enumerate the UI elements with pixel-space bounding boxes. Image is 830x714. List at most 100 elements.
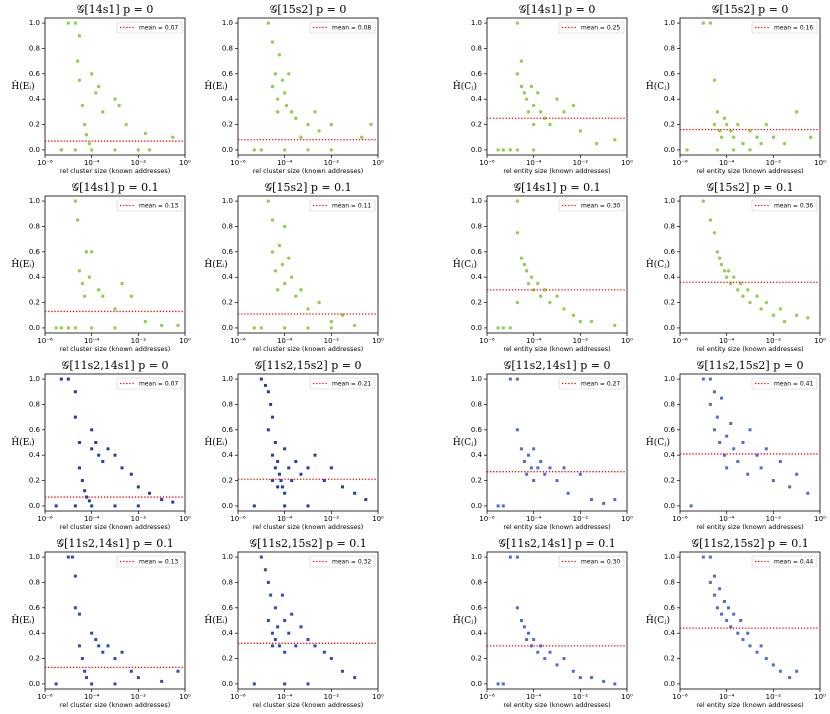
plot-frame bbox=[237, 195, 379, 334]
point bbox=[147, 491, 151, 495]
y-tick-label: 0.2 bbox=[222, 477, 233, 485]
y-axis-label: Ĥ(Cⱼ) bbox=[646, 436, 670, 448]
y-tick-label: 0.0 bbox=[29, 502, 40, 510]
point bbox=[543, 657, 547, 661]
point bbox=[532, 479, 536, 483]
point bbox=[525, 472, 529, 476]
x-tick-label: 10⁻⁴ bbox=[84, 337, 100, 345]
subplot-title: 𝒢[11s2,15s2] p = 0 bbox=[255, 359, 362, 372]
point bbox=[764, 447, 768, 451]
subplot: 𝒢[14s1] p = 0.1 Ĥ(Eᵢ) rel cluster size (kn… bbox=[11, 181, 191, 353]
x-axis-label: rel entity size (known addresses) bbox=[503, 345, 610, 353]
x-tick-label: 10⁻⁴ bbox=[277, 337, 293, 345]
legend-label: mean = 0.08 bbox=[332, 25, 371, 32]
legend-label: mean = 0.25 bbox=[581, 25, 620, 32]
x-tick-label: 10⁰ bbox=[621, 515, 633, 523]
point bbox=[83, 669, 87, 673]
y-tick-label: 0.0 bbox=[222, 502, 233, 510]
y-tick-label: 0.2 bbox=[29, 299, 40, 307]
point bbox=[266, 199, 271, 203]
subplot: 𝒢[15s2] p = 0 Ĥ(Cⱼ) rel entity size (known… bbox=[646, 3, 826, 175]
y-tick-label: 0.0 bbox=[29, 680, 40, 688]
point bbox=[782, 141, 787, 146]
y-tick-label: 0.0 bbox=[222, 324, 233, 332]
point bbox=[508, 148, 513, 152]
legend-box bbox=[751, 555, 818, 568]
x-tick-label: 10⁻⁶ bbox=[230, 693, 246, 701]
point bbox=[87, 275, 92, 279]
x-tick-label: 10⁰ bbox=[179, 159, 191, 167]
point bbox=[317, 300, 321, 305]
x-tick-label: 10⁻⁴ bbox=[719, 515, 735, 523]
point bbox=[712, 122, 717, 127]
point bbox=[273, 606, 277, 610]
point bbox=[340, 313, 345, 317]
point bbox=[94, 441, 98, 444]
point bbox=[719, 262, 724, 267]
point bbox=[755, 135, 759, 139]
point bbox=[538, 110, 543, 114]
subplot: 𝒢[11s2,15s2] p = 0 Ĥ(Cⱼ) rel entity size (… bbox=[646, 359, 826, 531]
subplot-title: 𝒢[11s2,15s2] p = 0 bbox=[697, 359, 804, 372]
point bbox=[548, 466, 552, 470]
point bbox=[712, 428, 716, 432]
point bbox=[277, 243, 282, 248]
point bbox=[84, 133, 89, 137]
point bbox=[724, 122, 729, 127]
subplot: 𝒢[14s1] p = 0 Ĥ(Cⱼ) rel entity size (known… bbox=[453, 3, 633, 175]
y-tick-label: 0.2 bbox=[222, 299, 233, 307]
point bbox=[746, 472, 750, 476]
point bbox=[526, 281, 531, 286]
x-axis-label: rel cluster size (known addresses) bbox=[253, 523, 364, 531]
point bbox=[741, 294, 745, 298]
point bbox=[266, 428, 270, 432]
y-tick-label: 0.4 bbox=[222, 273, 234, 281]
point bbox=[299, 472, 303, 476]
point bbox=[364, 498, 368, 502]
point bbox=[259, 326, 264, 330]
point bbox=[708, 402, 712, 406]
point bbox=[726, 269, 731, 273]
point bbox=[778, 460, 782, 464]
point bbox=[280, 485, 284, 489]
subplot-title: 𝒢[11s2,14s1] p = 0.1 bbox=[56, 537, 173, 550]
x-tick-label: 10⁻² bbox=[766, 159, 782, 167]
point bbox=[515, 300, 520, 305]
x-tick-label: 10⁻² bbox=[324, 337, 340, 345]
point bbox=[84, 250, 89, 254]
point bbox=[113, 148, 117, 152]
point bbox=[712, 574, 716, 578]
plot-frame bbox=[486, 551, 628, 690]
legend-label: mean = 0.07 bbox=[139, 381, 178, 388]
point bbox=[725, 619, 729, 622]
point bbox=[106, 447, 110, 451]
point bbox=[712, 593, 716, 597]
legend-box bbox=[309, 555, 376, 568]
x-axis-label: rel cluster size (known addresses) bbox=[60, 167, 171, 175]
point bbox=[543, 288, 547, 292]
point bbox=[515, 555, 519, 559]
y-tick-label: 0.6 bbox=[664, 426, 676, 434]
x-tick-label: 10⁰ bbox=[372, 337, 384, 345]
point bbox=[80, 281, 85, 286]
point bbox=[77, 78, 82, 82]
y-tick-label: 0.0 bbox=[29, 146, 40, 154]
x-tick-label: 10⁰ bbox=[372, 515, 384, 523]
y-tick-label: 0.8 bbox=[222, 578, 233, 586]
point bbox=[731, 148, 736, 152]
x-tick-label: 10⁰ bbox=[621, 337, 633, 345]
point bbox=[270, 250, 275, 254]
point bbox=[589, 498, 593, 502]
point bbox=[270, 644, 274, 648]
point bbox=[120, 650, 124, 654]
point bbox=[136, 485, 140, 489]
x-tick-label: 10⁻⁶ bbox=[230, 337, 246, 345]
plot-frame bbox=[486, 17, 628, 156]
point bbox=[283, 491, 287, 495]
x-tick-label: 10⁻⁶ bbox=[37, 159, 53, 167]
point bbox=[273, 441, 277, 444]
point bbox=[718, 587, 722, 591]
point bbox=[526, 631, 530, 635]
point bbox=[613, 682, 617, 686]
legend-box bbox=[309, 199, 376, 212]
